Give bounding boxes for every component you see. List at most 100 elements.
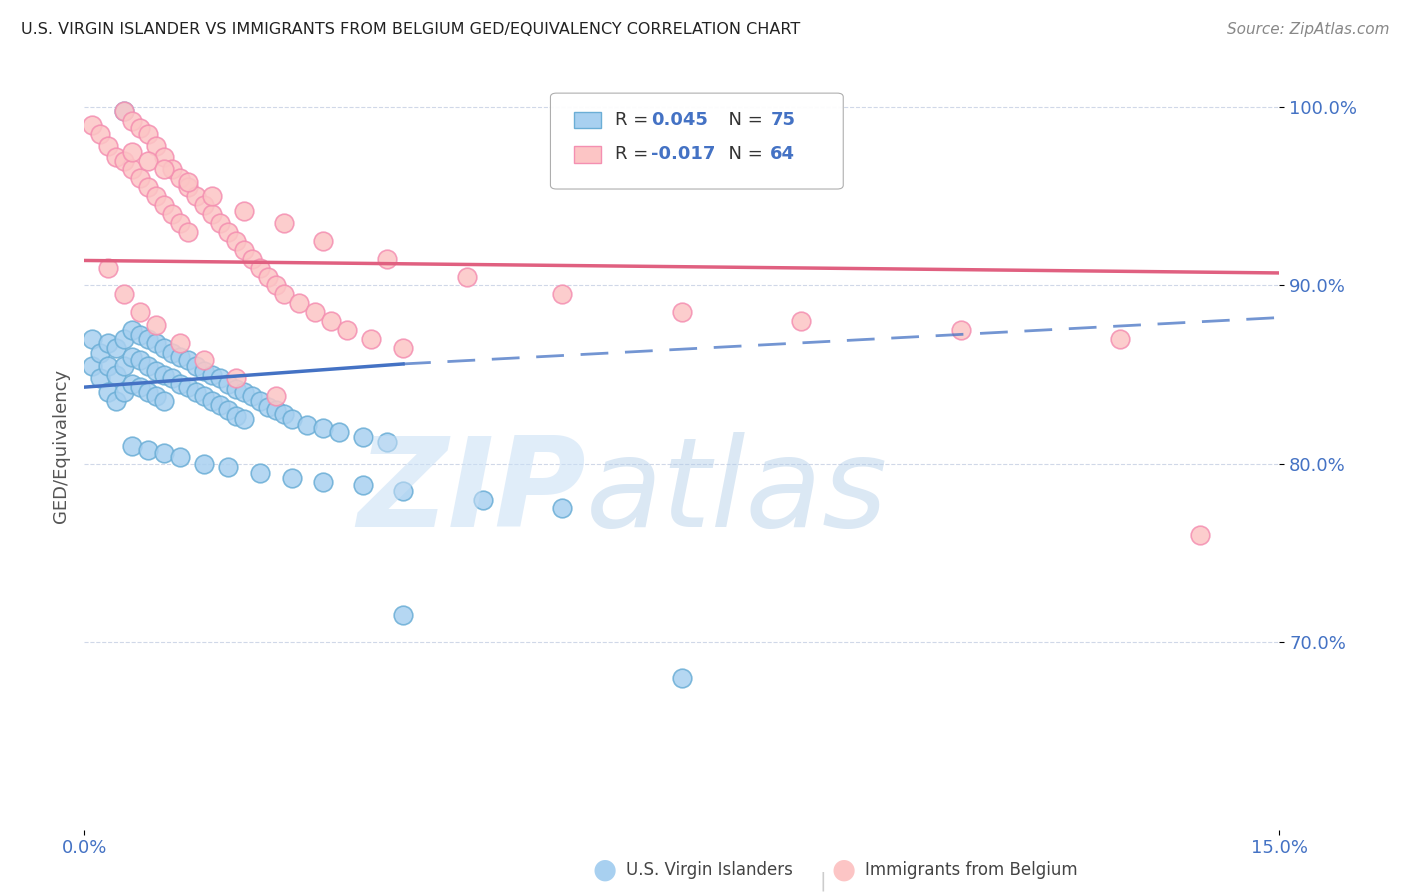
Text: -0.017: -0.017: [651, 145, 716, 163]
Point: [89, 346, 111, 360]
Point: [112, 359, 135, 373]
Point: [264, 403, 287, 417]
Point: [273, 216, 295, 230]
Point: [145, 389, 167, 403]
Point: [217, 403, 239, 417]
Point: [232, 385, 254, 400]
Point: [97, 385, 120, 400]
Point: [97, 335, 120, 350]
FancyBboxPatch shape: [551, 93, 844, 189]
Point: [121, 145, 143, 159]
Point: [240, 252, 263, 266]
Point: [89, 127, 111, 141]
Point: [145, 139, 167, 153]
Point: [153, 162, 176, 177]
Point: [184, 359, 207, 373]
Point: [193, 198, 215, 212]
Point: [177, 175, 200, 189]
Point: [208, 371, 231, 385]
Point: [312, 421, 335, 435]
Point: [273, 287, 295, 301]
Text: 75: 75: [770, 111, 796, 129]
Point: [392, 483, 415, 498]
Point: [1188, 528, 1211, 542]
Point: [160, 346, 183, 360]
Point: [256, 400, 278, 414]
FancyBboxPatch shape: [575, 112, 600, 128]
Point: [177, 225, 200, 239]
Point: [392, 608, 415, 623]
Point: [249, 466, 271, 480]
Point: [105, 341, 128, 355]
Point: [375, 435, 398, 450]
Point: [208, 398, 231, 412]
Text: ●: ●: [592, 855, 617, 884]
Point: [375, 252, 398, 266]
Point: [136, 442, 159, 457]
Point: [193, 389, 215, 403]
Point: [177, 380, 200, 394]
Point: [121, 323, 143, 337]
Point: [136, 180, 159, 194]
Point: [184, 189, 207, 203]
Point: [232, 412, 254, 426]
Point: [328, 425, 350, 439]
Point: [129, 305, 152, 319]
Point: [790, 314, 813, 328]
Point: [201, 189, 224, 203]
Point: [136, 127, 159, 141]
Point: [352, 478, 374, 492]
Point: [249, 260, 271, 275]
Point: [208, 216, 231, 230]
Point: [97, 359, 120, 373]
Text: R =: R =: [614, 145, 654, 163]
Text: N =: N =: [717, 145, 768, 163]
Point: [153, 368, 176, 382]
Point: [225, 371, 247, 385]
Point: [145, 318, 167, 332]
Point: [136, 153, 159, 168]
Point: [352, 430, 374, 444]
Text: 0.045: 0.045: [651, 111, 707, 129]
Point: [82, 118, 104, 132]
Point: [177, 180, 200, 194]
Point: [129, 171, 152, 186]
Point: [232, 243, 254, 257]
Point: [312, 475, 335, 489]
Point: [217, 376, 239, 391]
Point: [129, 121, 152, 136]
Point: [177, 353, 200, 368]
Point: [949, 323, 972, 337]
Point: [201, 207, 224, 221]
Text: atlas: atlas: [586, 432, 889, 552]
Point: [551, 287, 574, 301]
Point: [360, 332, 382, 346]
Point: [321, 314, 343, 328]
Point: [217, 225, 239, 239]
Point: [225, 382, 247, 396]
Point: [145, 189, 167, 203]
Text: 64: 64: [770, 145, 796, 163]
FancyBboxPatch shape: [575, 146, 600, 163]
Point: [97, 139, 120, 153]
Point: [312, 234, 335, 248]
Point: [280, 471, 302, 485]
Point: [249, 394, 271, 409]
Point: [169, 216, 191, 230]
Point: [169, 350, 191, 364]
Point: [145, 335, 167, 350]
Point: [112, 332, 135, 346]
Point: [112, 287, 135, 301]
Point: [160, 162, 183, 177]
Point: [89, 371, 111, 385]
Point: [240, 389, 263, 403]
Point: [671, 671, 693, 685]
Point: [264, 278, 287, 293]
Text: N =: N =: [717, 111, 768, 129]
Point: [184, 385, 207, 400]
Point: [112, 153, 135, 168]
Point: [225, 409, 247, 423]
Point: [121, 162, 143, 177]
Point: [336, 323, 359, 337]
Point: [201, 368, 224, 382]
